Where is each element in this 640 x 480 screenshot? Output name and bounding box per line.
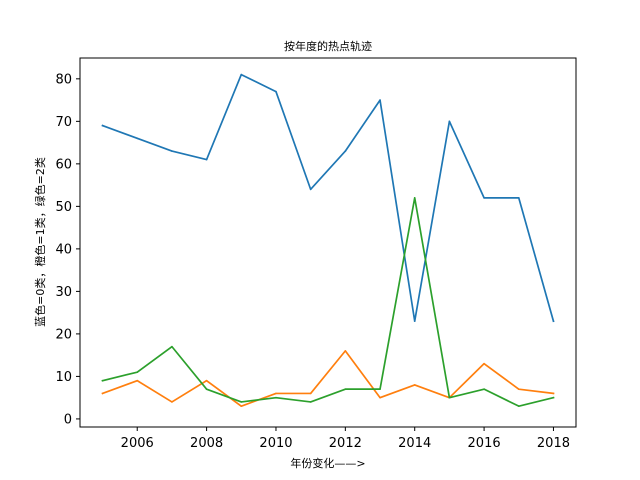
series-2-point: [171, 345, 173, 348]
series-0-point: [205, 158, 208, 161]
series-0-line: [101, 73, 555, 323]
series-0-point: [344, 150, 347, 152]
series-1-point: [344, 350, 347, 352]
x-axis: 2006 2008 2010 2012 2014 2016 2018: [121, 427, 570, 451]
series-2-line: [101, 197, 555, 408]
series-1-point: [483, 362, 485, 365]
series-1-point: [171, 401, 173, 403]
chart-title: 按年度的热点轨迹: [284, 39, 372, 53]
series-1-point: [309, 392, 312, 395]
series-0-point: [171, 150, 173, 152]
plot-frame: [79, 57, 577, 428]
series-1-point: [275, 392, 277, 395]
series-2-point: [413, 197, 416, 199]
series-1-point: [205, 379, 208, 382]
series-0-point: [483, 197, 485, 199]
y-axis-label: 蓝色=0类，橙色=1类，绿色=2类: [33, 157, 47, 327]
series-2-point: [275, 396, 277, 399]
series-0-point: [136, 137, 139, 140]
y-tick-label: 40: [55, 242, 72, 257]
x-tick-label: 2014: [398, 436, 431, 451]
series-2-point: [136, 371, 139, 373]
series-1-point: [413, 384, 416, 386]
series-2-point: [379, 388, 381, 390]
series-0: [101, 73, 555, 323]
series-0-point: [240, 73, 243, 76]
x-tick-label: 2012: [329, 436, 362, 451]
x-tick-label: 2010: [259, 436, 292, 451]
y-tick-label: 50: [55, 200, 72, 215]
series-2: [101, 197, 555, 408]
series-2-point: [552, 396, 555, 399]
series-2-point: [309, 401, 312, 403]
series-0-point: [552, 320, 555, 322]
plot-area: [79, 57, 577, 428]
series-0-point: [517, 197, 520, 199]
series-1-point: [517, 388, 520, 390]
x-tick-label: 2016: [468, 436, 501, 451]
x-tick-label: 2008: [190, 436, 223, 451]
y-tick-label: 80: [55, 72, 72, 87]
series-2-point: [344, 388, 347, 390]
series-1-line: [101, 350, 555, 408]
series-1-point: [552, 392, 555, 395]
series-0-point: [448, 120, 451, 123]
series-2-point: [448, 396, 451, 399]
y-tick-label: 60: [55, 157, 72, 172]
series-0-point: [309, 188, 312, 191]
series-0-point: [101, 124, 104, 127]
series-0-point: [275, 90, 277, 93]
x-axis-label: 年份变化——>: [290, 456, 365, 470]
series-2-point: [240, 401, 243, 403]
series-2-point: [483, 388, 485, 390]
y-axis: 0 10 20 30 40 50 60 70 80: [55, 72, 80, 427]
series-1-point: [240, 405, 243, 407]
y-tick-label: 10: [55, 370, 72, 385]
y-tick-label: 30: [55, 285, 72, 300]
y-tick-label: 0: [64, 412, 72, 427]
series-1-point: [136, 379, 139, 382]
y-tick-label: 70: [55, 115, 72, 130]
series-layer: [101, 73, 555, 408]
series-2-point: [205, 388, 208, 390]
series-1-point: [101, 392, 104, 395]
series-2-point: [101, 379, 104, 382]
series-1-point: [379, 396, 381, 399]
series-0-point: [413, 320, 416, 322]
series-0-point: [379, 99, 381, 101]
series-1: [101, 350, 555, 408]
series-2-point: [517, 405, 520, 407]
x-tick-label: 2018: [537, 436, 570, 451]
y-tick-label: 20: [55, 327, 72, 342]
x-tick-label: 2006: [121, 436, 154, 451]
